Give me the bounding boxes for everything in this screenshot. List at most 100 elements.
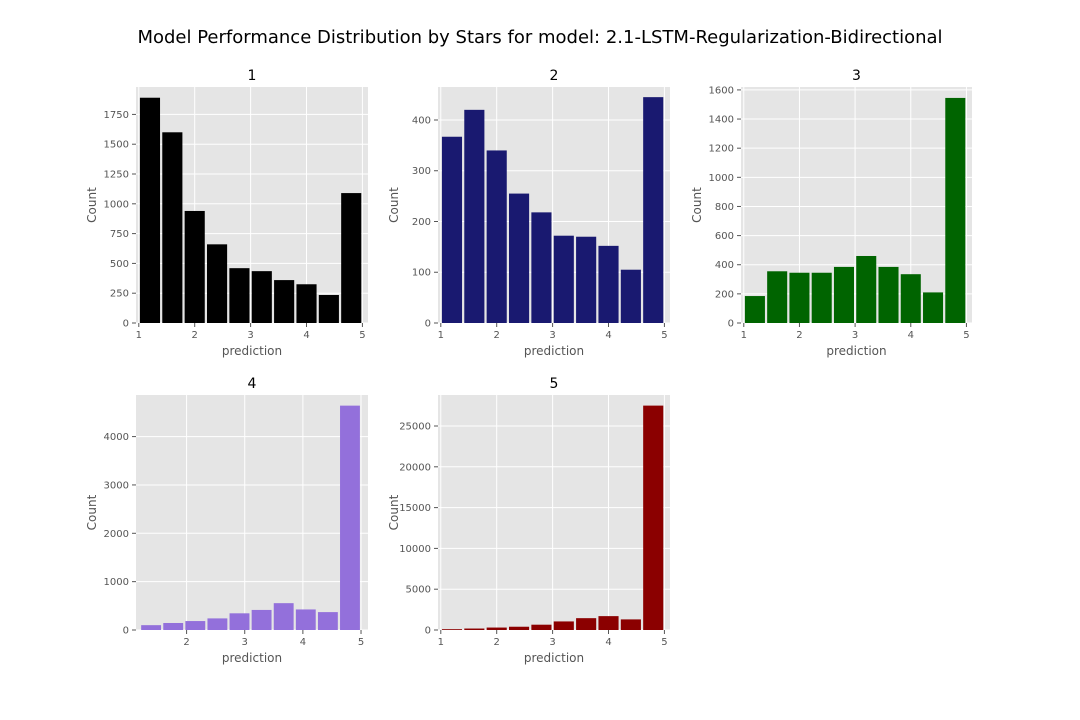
y-tick-label: 5000 <box>406 585 431 596</box>
x-tick-label: 5 <box>661 637 667 648</box>
bar <box>767 271 788 323</box>
bar <box>744 296 765 323</box>
y-axis-label: Count <box>387 187 401 223</box>
bar <box>553 621 574 630</box>
x-tick-label: 5 <box>359 330 365 341</box>
subplot-title: 5 <box>550 376 559 392</box>
x-tick-label: 4 <box>605 637 611 648</box>
y-tick-label: 1250 <box>104 170 129 181</box>
y-tick-label: 0 <box>123 319 129 330</box>
bar <box>576 236 597 323</box>
y-tick-label: 0 <box>728 319 734 330</box>
bar <box>923 292 944 323</box>
bar <box>486 627 507 630</box>
bar <box>229 268 250 323</box>
bar <box>296 284 317 323</box>
bar <box>251 271 272 323</box>
y-tick-label: 800 <box>715 202 734 213</box>
bar <box>441 136 463 323</box>
y-tick-label: 1500 <box>104 140 129 151</box>
bar <box>878 266 899 323</box>
y-axis-label: Count <box>690 187 704 223</box>
y-tick-label: 25000 <box>399 422 431 433</box>
x-tick-label: 4 <box>908 330 914 341</box>
x-tick-label: 3 <box>852 330 858 341</box>
subplot-title: 1 <box>248 68 257 84</box>
x-tick-label: 1 <box>136 330 142 341</box>
bar <box>206 244 228 323</box>
bar <box>341 193 362 323</box>
y-tick-label: 300 <box>412 166 431 177</box>
y-tick-label: 1000 <box>104 199 129 210</box>
y-tick-label: 250 <box>110 289 129 300</box>
bar <box>486 150 507 323</box>
x-tick-label: 1 <box>438 637 444 648</box>
bar <box>340 405 360 630</box>
y-tick-label: 750 <box>110 229 129 240</box>
bar <box>553 235 574 323</box>
y-tick-label: 1750 <box>104 110 129 121</box>
bar <box>207 618 228 630</box>
y-tick-label: 0 <box>425 319 431 330</box>
x-axis-label: prediction <box>826 344 886 358</box>
y-tick-label: 2000 <box>104 529 129 540</box>
x-tick-label: 5 <box>358 637 364 648</box>
x-tick-label: 3 <box>549 637 555 648</box>
bar <box>441 629 463 630</box>
bar <box>900 274 921 323</box>
bar <box>464 628 485 630</box>
y-tick-label: 400 <box>715 260 734 271</box>
y-tick-label: 600 <box>715 231 734 242</box>
y-axis-label: Count <box>387 494 401 530</box>
bar <box>945 97 966 323</box>
y-tick-label: 3000 <box>104 480 129 491</box>
y-tick-label: 1200 <box>709 144 734 155</box>
bar <box>162 132 183 323</box>
bar <box>251 609 272 630</box>
y-tick-label: 0 <box>123 626 129 637</box>
bar <box>274 280 295 323</box>
y-tick-label: 200 <box>715 289 734 300</box>
bar <box>184 210 205 323</box>
bar <box>531 624 552 630</box>
bar <box>508 626 530 630</box>
subplot-2: 1 2 3 4 5 0 100 200 300 400 2 prediction Count <box>387 68 670 358</box>
plot-background <box>438 395 670 630</box>
x-tick-label: 2 <box>494 637 500 648</box>
x-tick-label: 3 <box>242 637 248 648</box>
bar <box>185 621 206 630</box>
bar <box>811 272 832 323</box>
x-axis-label: prediction <box>222 651 282 665</box>
x-tick-label: 3 <box>549 330 555 341</box>
x-tick-label: 4 <box>605 330 611 341</box>
bar <box>531 212 552 323</box>
y-tick-label: 100 <box>412 268 431 279</box>
y-tick-label: 200 <box>412 217 431 228</box>
bar <box>139 97 161 324</box>
y-tick-label: 0 <box>425 626 431 637</box>
bar <box>295 609 316 630</box>
y-axis-label: Count <box>85 494 99 530</box>
bar <box>598 245 619 323</box>
x-tick-label: 2 <box>796 330 802 341</box>
x-tick-label: 4 <box>303 330 309 341</box>
bar <box>163 622 184 630</box>
y-tick-label: 1000 <box>104 577 129 588</box>
bar <box>643 97 664 323</box>
x-axis-label: prediction <box>524 344 584 358</box>
y-tick-label: 400 <box>412 115 431 126</box>
bar <box>620 269 641 323</box>
x-tick-label: 5 <box>963 330 969 341</box>
bar <box>576 618 597 630</box>
subplot-3: 1 2 3 4 5 0 200 400 600 800 1000 1200 1400 1600 3 predi… <box>690 68 972 358</box>
x-tick-label: 1 <box>438 330 444 341</box>
x-tick-label: 3 <box>247 330 253 341</box>
bar <box>141 625 162 630</box>
bar <box>317 612 338 630</box>
y-tick-label: 20000 <box>399 462 431 473</box>
subplot-title: 3 <box>852 68 861 84</box>
x-tick-label: 4 <box>300 637 306 648</box>
x-tick-label: 5 <box>661 330 667 341</box>
x-tick-label: 2 <box>192 330 198 341</box>
figure-title: Model Performance Distribution by Stars … <box>137 27 942 48</box>
